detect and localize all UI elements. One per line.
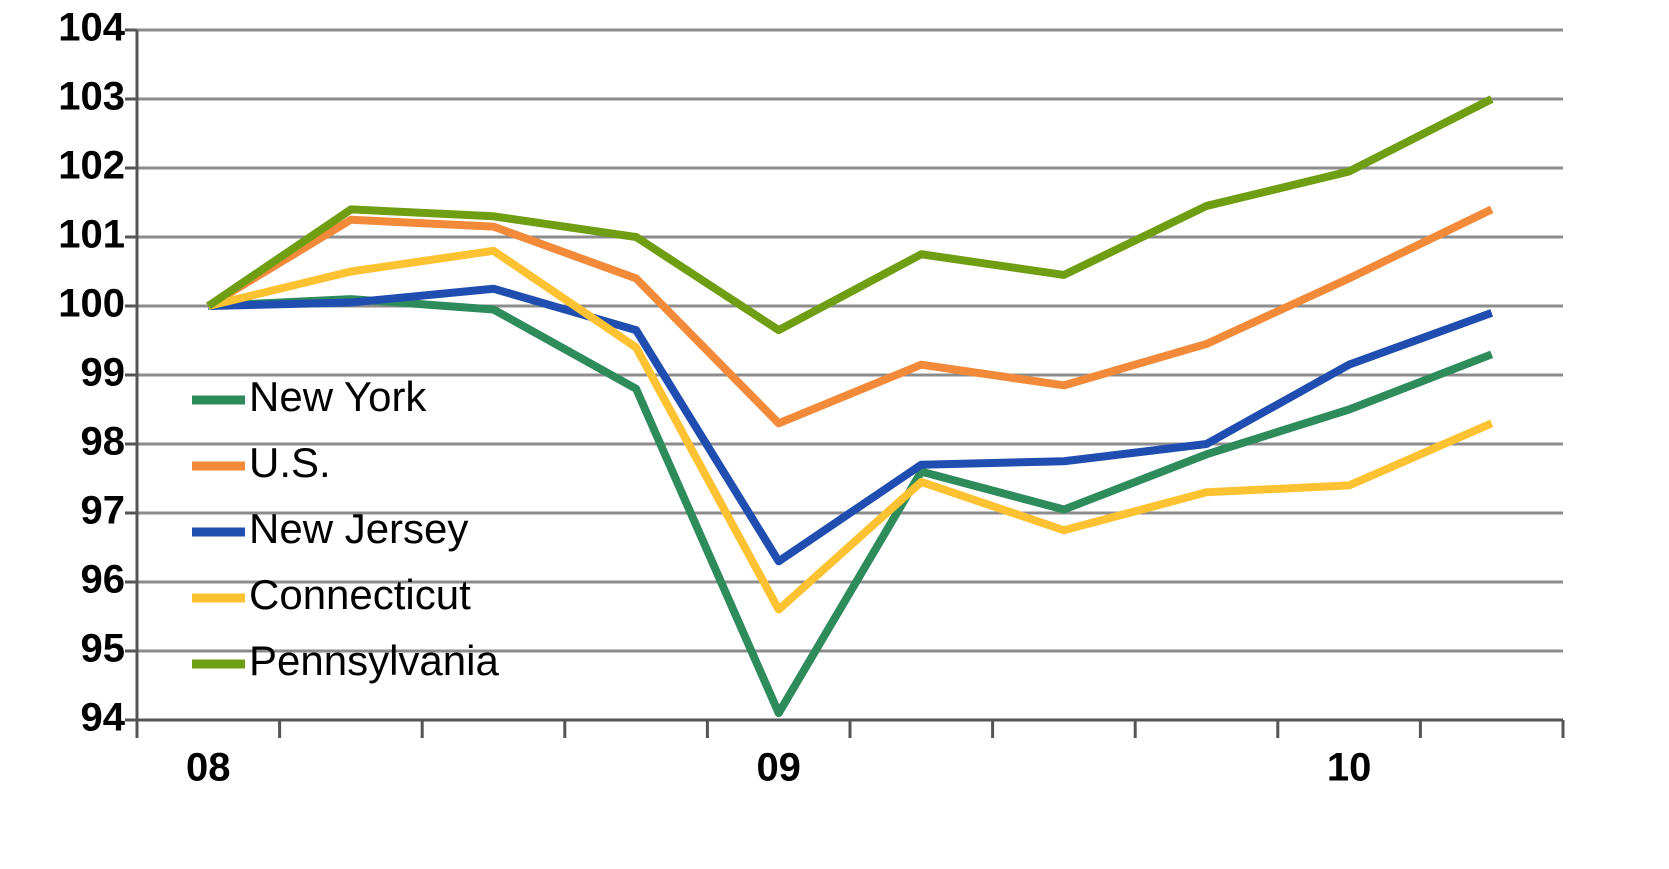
y-tick-label: 104: [58, 6, 125, 50]
y-tick-label: 99: [81, 351, 126, 395]
x-tick-label: 08: [186, 746, 231, 790]
y-tick-label: 96: [81, 558, 126, 602]
series-line: [208, 295, 1494, 718]
legend-label: U.S.: [249, 439, 331, 486]
series-line: [206, 205, 1494, 428]
y-tick-label: 98: [81, 420, 126, 464]
y-tick-label: 97: [81, 489, 126, 533]
x-tick-label: 09: [756, 746, 801, 790]
y-tick-label: 95: [81, 627, 126, 671]
y-tick-label: 102: [58, 144, 125, 188]
y-tick-label: 101: [58, 213, 125, 257]
series-line: [207, 246, 1494, 614]
x-tick-label: 10: [1327, 746, 1372, 790]
series-line: [206, 95, 1494, 335]
y-tick-label: 94: [81, 696, 126, 740]
legend-label: New Jersey: [249, 505, 468, 552]
legend-label: New York: [249, 373, 427, 420]
legend-label: Pennsylvania: [249, 637, 499, 684]
y-tick-label: 100: [58, 282, 125, 326]
series-line: [208, 284, 1494, 566]
y-tick-label: 103: [58, 75, 125, 119]
legend-label: Connecticut: [249, 571, 471, 618]
